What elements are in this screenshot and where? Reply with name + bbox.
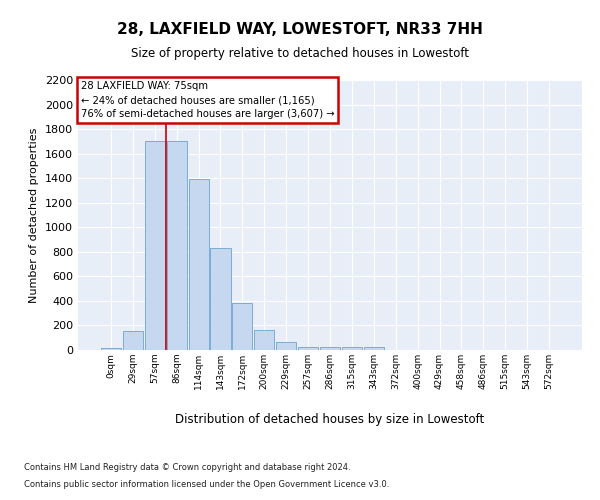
Bar [320, 348, 340, 350]
Bar [167, 142, 187, 350]
Bar [211, 248, 230, 350]
Bar [276, 342, 296, 350]
Bar [298, 347, 318, 350]
Bar [101, 348, 121, 350]
Bar [254, 330, 274, 350]
Text: Contains public sector information licensed under the Open Government Licence v3: Contains public sector information licen… [24, 480, 389, 489]
Bar [145, 142, 165, 350]
Bar [342, 348, 362, 350]
Bar [232, 303, 253, 350]
Text: Distribution of detached houses by size in Lowestoft: Distribution of detached houses by size … [175, 412, 485, 426]
Bar [364, 348, 384, 350]
Text: 28, LAXFIELD WAY, LOWESTOFT, NR33 7HH: 28, LAXFIELD WAY, LOWESTOFT, NR33 7HH [117, 22, 483, 38]
Bar [188, 180, 209, 350]
Y-axis label: Number of detached properties: Number of detached properties [29, 128, 40, 302]
Text: Contains HM Land Registry data © Crown copyright and database right 2024.: Contains HM Land Registry data © Crown c… [24, 462, 350, 471]
Text: Size of property relative to detached houses in Lowestoft: Size of property relative to detached ho… [131, 48, 469, 60]
Text: 28 LAXFIELD WAY: 75sqm
← 24% of detached houses are smaller (1,165)
76% of semi-: 28 LAXFIELD WAY: 75sqm ← 24% of detached… [80, 82, 334, 120]
Bar [123, 331, 143, 350]
